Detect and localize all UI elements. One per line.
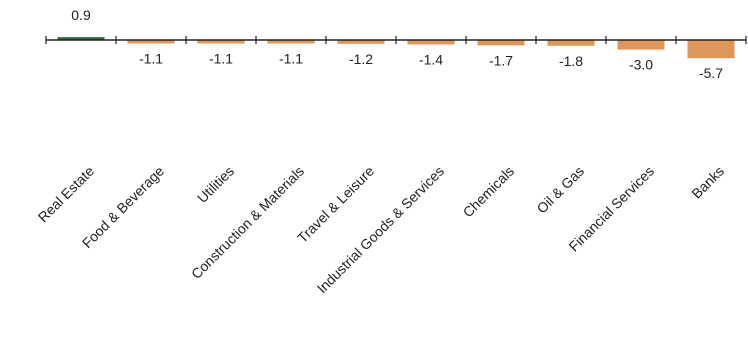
- bar: [127, 40, 175, 44]
- bar: [547, 40, 595, 46]
- bar-value-label: -1.1: [279, 51, 303, 67]
- category-label: Utilities: [194, 163, 237, 206]
- category-label: Construction & Materials: [188, 163, 307, 282]
- bar-value-label: -1.4: [419, 51, 443, 67]
- bar: [197, 40, 245, 44]
- bar-value-label: -3.0: [629, 57, 653, 73]
- bar-value-label: -1.8: [559, 53, 583, 69]
- bar-value-label: 0.9: [71, 7, 91, 23]
- bar: [267, 40, 315, 44]
- bar-value-label: -1.2: [349, 51, 373, 67]
- bar: [57, 37, 105, 40]
- bar: [337, 40, 385, 44]
- value-labels-group: 0.9 -1.1 -1.1 -1.1 -1.2 -1.4 -1.7 -1.8 -3.0 -5.7: [71, 7, 723, 81]
- bar-value-label: -1.7: [489, 52, 513, 68]
- bar-value-label: -5.7: [699, 65, 723, 81]
- axis-ticks-group: [45, 36, 747, 44]
- bars-group: [57, 37, 735, 59]
- category-label: Industrial Goods & Services: [314, 163, 447, 296]
- bar: [617, 40, 665, 50]
- category-label: Oil & Gas: [533, 163, 587, 217]
- bar: [407, 40, 455, 45]
- bar: [687, 40, 735, 59]
- category-label: Real Estate: [35, 163, 98, 226]
- bar-value-label: -1.1: [209, 51, 233, 67]
- bar-value-label: -1.1: [139, 51, 163, 67]
- bar: [477, 40, 525, 46]
- category-label: Banks: [688, 163, 727, 202]
- category-label: Chemicals: [460, 163, 518, 221]
